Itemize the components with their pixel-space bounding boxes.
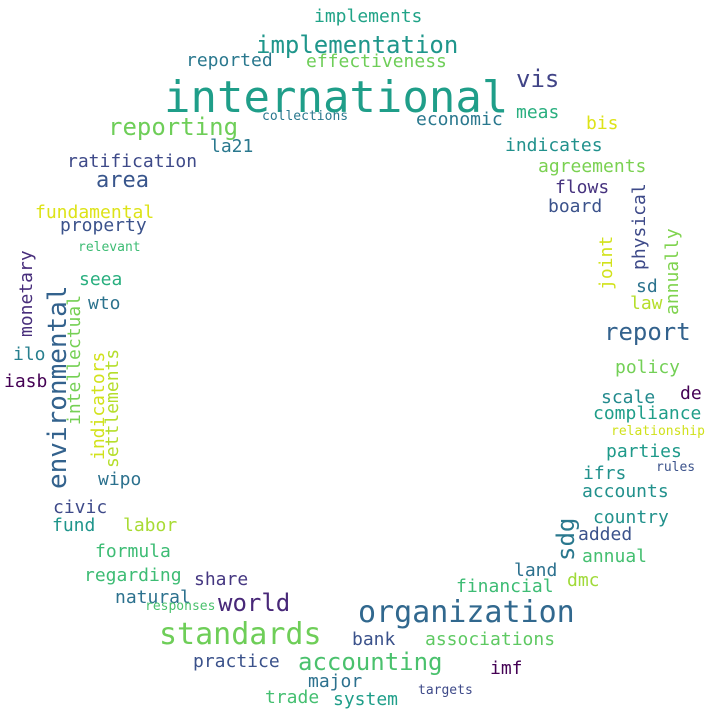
- word-financial: financial: [456, 576, 554, 597]
- word-compliance: compliance: [593, 403, 702, 424]
- word-accounting: accounting: [298, 648, 443, 676]
- word-board: board: [548, 196, 603, 217]
- word-formula: formula: [95, 541, 171, 562]
- word-physical: physical: [629, 183, 650, 270]
- word-civic: civic: [53, 497, 108, 518]
- word-property: property: [60, 215, 147, 236]
- word-implements: implements: [314, 6, 423, 27]
- word-ifrs: ifrs: [583, 463, 627, 484]
- word-la21: la21: [210, 136, 254, 157]
- word-relevant: relevant: [78, 240, 141, 255]
- word-organization: organization: [358, 595, 575, 630]
- word-world: world: [218, 589, 291, 617]
- word-ilo: ilo: [13, 344, 46, 365]
- word-international: international: [164, 72, 509, 123]
- word-economic: economic: [416, 109, 503, 130]
- word-settlements: settlements: [102, 348, 123, 468]
- word-annual: annual: [582, 546, 648, 567]
- word-scale: scale: [601, 387, 656, 408]
- word-regarding: regarding: [84, 565, 182, 586]
- word-agreements: agreements: [538, 156, 647, 177]
- word-added: added: [578, 524, 633, 545]
- word-seea: seea: [79, 269, 123, 290]
- word-collections: collections: [262, 109, 349, 124]
- word-sdg: sdg: [552, 517, 580, 561]
- word-wipo: wipo: [98, 469, 142, 490]
- word-fundamental: fundamental: [35, 202, 155, 223]
- word-trade: trade: [265, 687, 320, 708]
- word-bis: bis: [586, 113, 619, 134]
- word-natural: natural: [115, 587, 191, 608]
- word-law: law: [630, 293, 663, 314]
- word-indicates: indicates: [505, 135, 603, 156]
- word-ratification: ratification: [67, 151, 198, 172]
- word-reported: reported: [186, 50, 273, 71]
- word-area: area: [96, 168, 149, 193]
- word-joint: joint: [596, 235, 617, 290]
- word-de: de: [680, 383, 702, 404]
- word-meas: meas: [516, 102, 560, 123]
- word-labor: labor: [123, 515, 178, 536]
- word-parties: parties: [606, 441, 682, 462]
- word-system: system: [333, 689, 399, 710]
- word-country: country: [593, 507, 669, 528]
- word-implementation: implementation: [256, 31, 459, 59]
- word-standards: standards: [159, 617, 322, 652]
- word-annually: annually: [662, 228, 683, 315]
- word-flows: flows: [555, 177, 610, 198]
- word-associations: associations: [425, 629, 556, 650]
- word-fund: fund: [52, 515, 96, 536]
- word-imf: imf: [490, 658, 523, 679]
- word-sd: sd: [636, 276, 658, 297]
- word-report: report: [604, 318, 691, 346]
- word-reporting: reporting: [108, 113, 239, 141]
- word-dmc: dmc: [567, 570, 600, 591]
- word-share: share: [194, 569, 249, 590]
- word-iasb: iasb: [4, 371, 48, 392]
- word-major: major: [308, 671, 363, 692]
- word-policy: policy: [615, 357, 681, 378]
- word-intellectual: intellectual: [64, 294, 85, 425]
- word-practice: practice: [193, 651, 280, 672]
- word-monetary: monetary: [16, 250, 37, 337]
- word-wto: wto: [88, 293, 121, 314]
- word-relationship: relationship: [611, 424, 705, 439]
- word-rules: rules: [656, 460, 696, 475]
- word-targets: targets: [418, 683, 473, 698]
- word-responses: responses: [145, 599, 216, 614]
- word-vis: vis: [516, 65, 560, 93]
- word-accounts: accounts: [582, 481, 669, 502]
- word-bank: bank: [352, 629, 396, 650]
- word-land: land: [514, 560, 558, 581]
- word-effectiveness: effectiveness: [306, 51, 447, 72]
